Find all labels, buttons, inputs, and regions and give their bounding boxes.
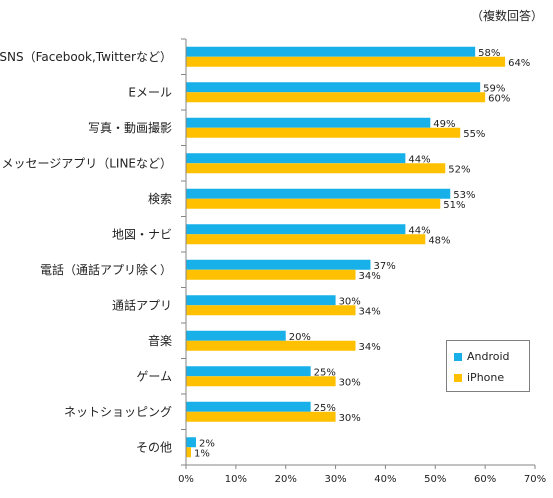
x-tick-label: 50%: [424, 474, 446, 485]
bar-android: [186, 153, 406, 164]
bar-android: [186, 82, 481, 93]
data-label-android: 53%: [453, 190, 475, 201]
bar-iphone: [186, 411, 336, 422]
x-tick-label: 40%: [374, 474, 396, 485]
data-label-android: 59%: [483, 83, 505, 94]
legend-label-android: Android: [467, 350, 510, 363]
legend: Android iPhone: [446, 340, 530, 392]
category-label: 検索: [148, 192, 172, 206]
bar-android: [186, 259, 371, 270]
data-label-iphone: 34%: [359, 342, 381, 353]
bar-android: [186, 401, 311, 412]
data-label-iphone: 30%: [339, 413, 361, 424]
legend-swatch-iphone: [454, 373, 462, 382]
data-label-android: 30%: [339, 296, 361, 307]
category-label: 通話アプリ: [112, 297, 172, 312]
legend-label-iphone: iPhone: [467, 371, 505, 384]
data-label-android: 58%: [478, 48, 500, 59]
bar-iphone: [186, 163, 446, 174]
category-label: 地図・ナビ: [112, 227, 172, 241]
data-label-android: 44%: [408, 225, 430, 236]
bar-android: [186, 330, 286, 341]
data-label-iphone: 30%: [339, 377, 361, 388]
bar-android: [186, 46, 476, 57]
bar-iphone: [186, 376, 336, 387]
bar-iphone: [186, 269, 356, 280]
data-label-android: 44%: [408, 154, 430, 165]
data-label-iphone: 55%: [463, 129, 485, 140]
x-tick-label: 30%: [324, 474, 346, 485]
category-label: SNS（Facebook,Twitterなど）: [0, 50, 172, 64]
data-label-android: 37%: [373, 261, 395, 272]
data-label-iphone: 60%: [488, 93, 510, 104]
bar-android: [186, 224, 406, 235]
category-label: ネットショッピング: [64, 405, 172, 419]
data-label-iphone: 48%: [428, 235, 450, 246]
data-label-android: 49%: [433, 119, 455, 130]
bar-iphone: [186, 56, 506, 67]
bar-android: [186, 437, 196, 448]
bar-iphone: [186, 127, 461, 138]
category-label: その他: [136, 440, 172, 454]
bar-android: [186, 366, 311, 377]
x-tick-label: 60%: [474, 474, 496, 485]
data-label-iphone: 34%: [359, 271, 381, 282]
legend-item-iphone: iPhone: [454, 371, 504, 384]
category-label: 写真・動画撮影: [88, 121, 172, 135]
data-label-iphone: 1%: [194, 448, 210, 459]
x-tick-label: 70%: [524, 474, 546, 485]
legend-item-android: Android: [454, 350, 510, 363]
legend-swatch-android: [454, 352, 462, 361]
bar-iphone: [186, 234, 426, 245]
x-tick-label: 10%: [225, 474, 247, 485]
category-label: ゲーム: [136, 369, 172, 383]
bar-android: [186, 188, 451, 199]
x-tick-label: 20%: [275, 474, 297, 485]
category-label: Eメール: [128, 85, 172, 99]
data-label-iphone: 64%: [508, 58, 530, 69]
bar-android: [186, 295, 336, 306]
bar-iphone: [186, 305, 356, 316]
data-label-android: 20%: [289, 332, 311, 343]
bar-iphone: [186, 92, 486, 103]
x-tick-label: 0%: [178, 474, 194, 485]
data-label-iphone: 52%: [448, 164, 470, 175]
bar-iphone: [186, 198, 441, 209]
data-label-android: 2%: [199, 438, 215, 449]
data-label-iphone: 51%: [443, 200, 465, 211]
data-label-android: 25%: [314, 367, 336, 378]
category-label: 音楽: [148, 333, 172, 348]
bar-android: [186, 117, 431, 128]
data-label-android: 25%: [314, 403, 336, 414]
category-label: 電話（通話アプリ除く）: [40, 262, 172, 277]
chart-note: （複数回答）: [470, 9, 543, 23]
data-label-iphone: 34%: [359, 306, 381, 317]
bar-iphone: [186, 447, 191, 458]
bar-iphone: [186, 340, 356, 351]
category-label: メッセージアプリ（LINEなど）: [1, 156, 172, 170]
